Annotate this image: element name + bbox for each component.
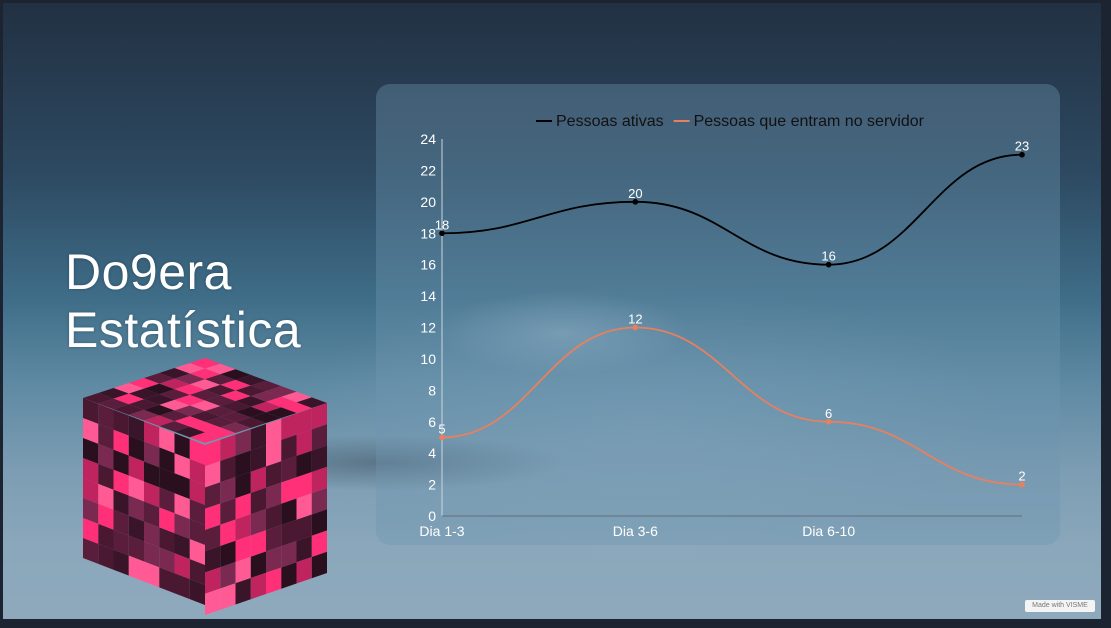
y-tick-label: 24 — [420, 131, 436, 147]
y-tick-label: 20 — [420, 194, 436, 210]
y-tick-label: 18 — [420, 225, 436, 241]
visme-badge: Made with VISME — [1025, 600, 1095, 612]
slide-background: Do9era Estatística 0 2 4 6 8 10 12 14 16 18 20 22 24… — [3, 3, 1101, 619]
data-point — [439, 434, 445, 441]
y-tick-label: 2 — [428, 477, 436, 493]
data-label: 20 — [628, 186, 642, 201]
page-title: Do9era Estatística — [65, 243, 301, 359]
legend-label: Pessoas ativas — [556, 113, 664, 130]
y-tick-label: 10 — [420, 351, 436, 367]
data-label: 5 — [438, 421, 445, 436]
data-point — [439, 230, 445, 237]
data-label: 18 — [435, 217, 449, 232]
data-point — [1019, 481, 1025, 488]
x-tick-label: Dia 1-3 — [419, 523, 464, 539]
data-point — [1019, 151, 1025, 158]
data-label: 16 — [821, 249, 835, 264]
cube-left-face — [83, 398, 205, 605]
pixel-cube-illustration — [83, 358, 327, 615]
y-tick-label: 16 — [420, 257, 436, 273]
data-point — [632, 199, 639, 205]
chart-panel: 0 2 4 6 8 10 12 14 16 18 20 22 24 Dia 1-3 Dia 3-6 Dia 6… — [376, 84, 1060, 545]
data-label: 12 — [628, 312, 642, 327]
y-tick-label: 22 — [420, 162, 436, 178]
y-tick-label: 0 — [428, 508, 436, 524]
series-line-1 — [441, 326, 1023, 486]
y-tick-label: 14 — [420, 288, 436, 304]
cube-right-face — [205, 403, 327, 615]
data-label: 6 — [825, 406, 832, 421]
series-line-0 — [441, 153, 1023, 266]
data-label: 2 — [1018, 469, 1025, 484]
y-tick-label: 6 — [428, 414, 436, 430]
y-tick-label: 4 — [428, 445, 436, 461]
x-tick-label: Dia 3-6 — [613, 523, 658, 539]
title-line-1: Do9era — [65, 244, 232, 300]
y-tick-label: 12 — [420, 320, 436, 336]
title-line-2: Estatística — [65, 302, 302, 358]
x-tick-label: Dia 6-10 — [802, 523, 855, 539]
data-point — [825, 418, 832, 425]
cube-top-face — [83, 358, 327, 443]
y-tick-label: 8 — [428, 382, 436, 398]
data-label: 23 — [1015, 139, 1029, 154]
data-point — [825, 261, 832, 268]
data-point — [632, 324, 639, 331]
legend-label: Pessoas que entram no servidor — [694, 113, 925, 130]
